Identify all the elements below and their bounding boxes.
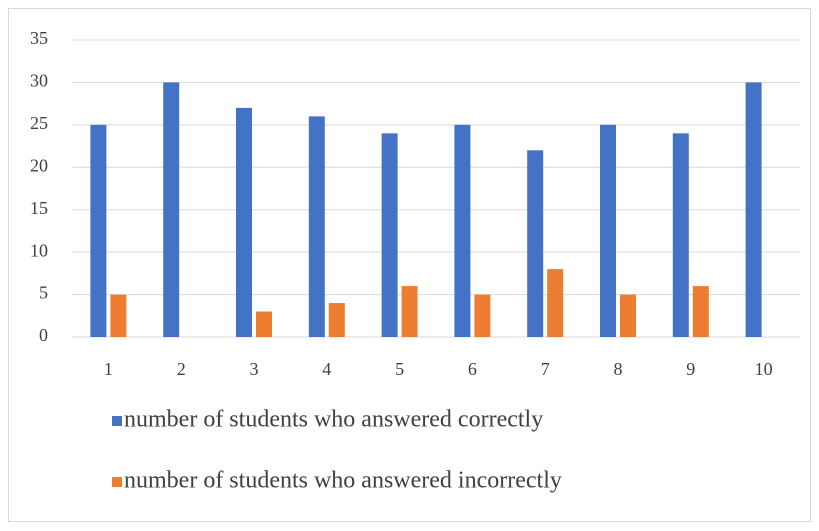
y-tick-label: 0 (39, 325, 48, 345)
x-tick-label: 9 (686, 359, 695, 379)
bar (692, 286, 709, 337)
bar (163, 82, 180, 337)
bar (474, 294, 491, 337)
bar (672, 133, 689, 337)
bar (527, 150, 544, 337)
bar (90, 124, 107, 337)
y-tick-label: 30 (30, 71, 48, 91)
x-tick-label: 10 (755, 359, 773, 379)
y-tick-label: 10 (30, 240, 48, 260)
x-tick-label: 5 (395, 359, 404, 379)
legend-swatch (112, 416, 122, 426)
bar (401, 286, 418, 337)
x-tick-label: 3 (250, 359, 259, 379)
legend-label: number of students who answered incorrec… (124, 468, 562, 494)
legend-label: number of students who answered correctl… (124, 407, 543, 433)
bar (381, 133, 398, 337)
bar (328, 303, 345, 337)
y-tick-label: 35 (30, 28, 48, 48)
bar (308, 116, 325, 337)
bar (547, 269, 564, 337)
bar (745, 82, 762, 337)
y-tick-label: 15 (30, 198, 48, 218)
bar (600, 124, 616, 337)
legend-swatch (112, 477, 122, 487)
x-tick-label: 8 (614, 359, 623, 379)
bar (454, 124, 471, 337)
x-tick-label: 4 (322, 359, 331, 379)
bar (256, 311, 272, 337)
bar (620, 294, 636, 337)
bar (110, 294, 127, 337)
y-tick-label: 20 (30, 155, 48, 175)
bar (236, 107, 252, 337)
x-tick-label: 6 (468, 359, 477, 379)
x-tick-label: 1 (104, 359, 113, 379)
x-tick-label: 2 (177, 359, 186, 379)
y-tick-label: 5 (39, 283, 48, 303)
chart-frame (8, 8, 811, 522)
x-tick-label: 7 (541, 359, 550, 379)
y-tick-label: 25 (30, 113, 48, 133)
